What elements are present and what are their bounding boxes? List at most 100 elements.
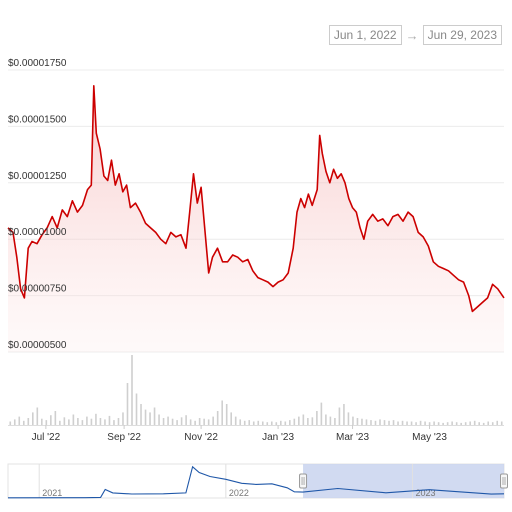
volume-bar	[437, 422, 440, 425]
navigator[interactable]: 2021 2022 2023	[7, 463, 508, 499]
volume-bar	[158, 414, 160, 425]
y-tick-label: $0.00001250	[8, 171, 67, 182]
volume-bar	[122, 412, 124, 425]
volume-bar	[419, 420, 422, 425]
price-line	[7, 85, 505, 313]
volume-bar	[347, 412, 350, 425]
volume-bar	[248, 420, 251, 425]
volume-bar	[451, 421, 453, 425]
volume-bar	[207, 419, 210, 425]
y-tick-label: $0.00000500	[8, 340, 67, 351]
range-end-input[interactable]: Jun 29, 2023	[422, 25, 502, 45]
x-tick-label: May '23	[412, 432, 447, 443]
volume-bar	[482, 422, 485, 425]
x-tick-label: Sep '22	[107, 432, 141, 443]
range-start-input[interactable]: Jun 1, 2022	[328, 25, 402, 45]
volume-bar	[234, 416, 237, 425]
volume-bar	[289, 420, 291, 425]
volume-bar	[198, 418, 201, 425]
navigator-handle-right[interactable]	[500, 473, 508, 489]
volume-bar	[500, 421, 503, 425]
volume-bars	[8, 355, 504, 426]
volume-bar	[361, 418, 363, 425]
volume-bar	[50, 415, 52, 425]
volume-bar	[36, 407, 39, 425]
volume-bar	[379, 419, 381, 425]
volume-bar	[212, 416, 214, 425]
x-tick-label: Nov '22	[184, 432, 218, 443]
volume-bar	[410, 421, 413, 425]
volume-bar	[383, 420, 386, 425]
volume-bar	[99, 418, 102, 425]
volume-bar	[131, 355, 133, 425]
volume-bar	[428, 422, 431, 425]
volume-bar	[280, 420, 282, 425]
y-tick-label: $0.00000750	[8, 284, 67, 295]
volume-bar	[104, 419, 106, 425]
volume-bar	[32, 412, 34, 425]
volume-bar	[275, 422, 278, 425]
volume-bar	[203, 418, 205, 425]
y-tick-label: $0.00001000	[8, 227, 67, 238]
volume-bar	[81, 420, 84, 425]
x-tick-label: Mar '23	[336, 432, 369, 443]
navigator-year-label: 2021	[42, 488, 62, 498]
price-area-fill	[8, 85, 504, 353]
volume-bar	[108, 415, 111, 425]
navigator-handle-left[interactable]	[299, 473, 308, 489]
volume-bar	[45, 420, 48, 425]
volume-bar	[63, 417, 66, 425]
volume-bar	[68, 419, 70, 425]
volume-bar	[153, 407, 156, 425]
y-axis-ticks: $0.00001750 $0.00001500 $0.00001250 $0.0000…	[8, 58, 67, 351]
volume-bar	[86, 416, 88, 425]
date-range-selector: Jun 1, 2022 → Jun 29, 2023	[328, 25, 502, 45]
volume-bar	[77, 418, 79, 425]
volume-bar	[239, 419, 242, 425]
volume-bar	[365, 419, 368, 425]
volume-bar	[406, 421, 408, 425]
volume-bar	[446, 422, 449, 425]
volume-bar	[370, 420, 372, 425]
volume-bar	[320, 402, 323, 425]
y-tick-label: $0.00001750	[8, 58, 67, 69]
volume-bar	[343, 404, 345, 425]
volume-bar	[442, 422, 444, 425]
x-tick-label: Jan '23	[262, 432, 294, 443]
volume-bar	[491, 422, 494, 425]
volume-bar	[13, 419, 16, 425]
volume-bar	[162, 418, 165, 425]
volume-bar	[9, 421, 12, 425]
volume-bar	[95, 413, 97, 425]
volume-bar	[496, 420, 499, 425]
y-tick-label: $0.00001500	[8, 114, 67, 125]
volume-bar	[221, 400, 223, 425]
volume-bar	[298, 416, 300, 425]
volume-bar	[261, 421, 264, 425]
volume-bar	[257, 420, 260, 425]
volume-bar	[144, 409, 147, 425]
volume-bar	[194, 420, 196, 425]
volume-bar	[180, 417, 183, 425]
volume-bar	[311, 417, 314, 425]
volume-bar	[135, 393, 138, 425]
volume-bar	[270, 421, 273, 425]
x-axis-ticks: Jul '22 Sep '22 Nov '22 Jan '23 Mar '23 May '…	[32, 425, 447, 443]
volume-bar	[473, 420, 476, 425]
volume-bar	[334, 418, 336, 425]
volume-bar	[140, 404, 142, 425]
navigator-year-label: 2023	[415, 488, 435, 498]
volume-bar	[225, 404, 228, 425]
volume-bar	[433, 421, 435, 425]
volume-bar	[455, 422, 458, 425]
volume-bar	[392, 420, 395, 425]
volume-bar	[243, 420, 246, 425]
volume-bar	[117, 418, 120, 425]
volume-bar	[54, 411, 57, 425]
volume-bar	[374, 420, 377, 425]
volume-bar	[216, 411, 219, 425]
volume-bar	[415, 422, 417, 425]
volume-bar	[90, 418, 93, 425]
volume-bar	[167, 416, 169, 425]
